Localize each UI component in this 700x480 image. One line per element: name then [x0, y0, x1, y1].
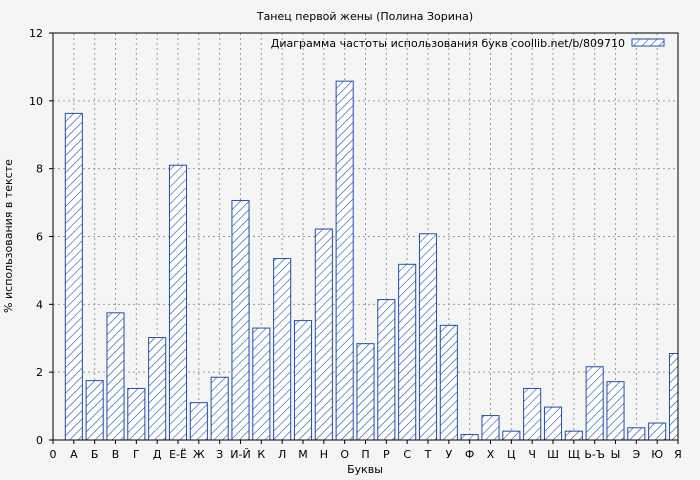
x-tick-label: Ш: [547, 448, 559, 461]
x-tick-label: Ч: [528, 448, 536, 461]
bar-Ц: [502, 430, 521, 441]
x-tick-label: М: [298, 448, 308, 461]
bar-Ф: [460, 434, 479, 441]
legend-swatch: [631, 38, 665, 47]
x-tick-label: Х: [487, 448, 495, 461]
x-tick-label: Г: [133, 448, 140, 461]
bar-Ж: [189, 402, 208, 441]
bar-Ч: [523, 387, 542, 441]
x-tick-label: Ж: [193, 448, 205, 461]
x-tick-label: Е-Ё: [169, 448, 187, 461]
y-tick-label: 4: [36, 298, 43, 311]
x-tick-label: Ы: [611, 448, 621, 461]
y-tick-label: 8: [36, 163, 43, 176]
grid-lines: [53, 33, 678, 440]
legend: Диаграмма частоты использования букв coo…: [271, 37, 665, 50]
bar-А: [64, 112, 83, 441]
x-tick-label: Ц: [507, 448, 516, 461]
bar-У: [439, 324, 458, 441]
bar-Н: [314, 228, 333, 441]
x-tick-label: Р: [383, 448, 390, 461]
bar-З: [210, 376, 229, 441]
x-axis: 0 А Б В Г Д Е-Ё Ж З И-Й К Л М Н О П Р С Т У Ф Х Ц Ч Ш Щ Ь-Ъ Ы Э Ю Я: [50, 440, 682, 461]
y-tick-label: 12: [29, 27, 43, 40]
bar-Э: [627, 427, 646, 441]
x-tick-label: И-Й: [230, 448, 250, 461]
y-axis-label: % использования в тексте: [2, 159, 15, 313]
x-tick-label: 0: [50, 448, 57, 461]
bar-О: [335, 80, 354, 441]
x-tick-label: Щ: [568, 448, 580, 461]
x-tick-label: Б: [91, 448, 99, 461]
bar-Ю: [648, 422, 667, 441]
x-tick-label: Л: [278, 448, 286, 461]
bar-М: [293, 320, 313, 441]
bar-П: [356, 343, 375, 441]
chart-title: Танец первой жены (Полина Зорина): [256, 10, 473, 23]
x-tick-label: Ю: [651, 448, 663, 461]
bar-В: [106, 312, 125, 441]
bar-Ш: [543, 406, 563, 441]
x-tick-label: П: [361, 448, 369, 461]
bar-Г: [127, 387, 146, 441]
x-tick-label: У: [445, 448, 452, 461]
x-tick-label: О: [340, 448, 349, 461]
x-tick-label: К: [257, 448, 265, 461]
x-tick-label: Ь-Ъ: [584, 448, 605, 461]
bar-Т: [418, 233, 438, 441]
x-tick-label: Я: [674, 448, 682, 461]
bar-Е-Ё: [168, 164, 188, 441]
bar-Б: [85, 380, 104, 441]
x-tick-label: З: [216, 448, 223, 461]
bar-Щ: [564, 430, 583, 441]
bar-Л: [273, 258, 292, 441]
bar-К: [252, 327, 271, 441]
x-axis-label: Буквы: [347, 463, 383, 476]
x-tick-label: А: [70, 448, 78, 461]
x-tick-label: Ф: [465, 448, 474, 461]
bar-Р: [377, 299, 396, 441]
x-tick-label: С: [403, 448, 411, 461]
x-tick-label: Э: [632, 448, 640, 461]
bars: [64, 80, 679, 441]
y-tick-label: 10: [29, 95, 43, 108]
bar-Я: [668, 353, 679, 441]
x-tick-label: В: [112, 448, 120, 461]
x-tick-label: Н: [320, 448, 328, 461]
bar-Ы: [606, 381, 625, 441]
bar-С: [398, 263, 417, 441]
bar-Д: [148, 337, 167, 441]
legend-label: Диаграмма частоты использования букв coo…: [271, 37, 625, 50]
bar-И-Й: [231, 200, 250, 441]
bar-Х: [481, 415, 500, 441]
y-tick-label: 6: [36, 231, 43, 244]
y-tick-label: 0: [36, 434, 43, 447]
bar-Ь-Ъ: [585, 366, 604, 441]
y-tick-label: 2: [36, 366, 43, 379]
x-tick-label: Д: [153, 448, 162, 461]
y-axis: 0 2 4 6 8 10 12: [29, 27, 53, 447]
x-tick-label: Т: [424, 448, 432, 461]
